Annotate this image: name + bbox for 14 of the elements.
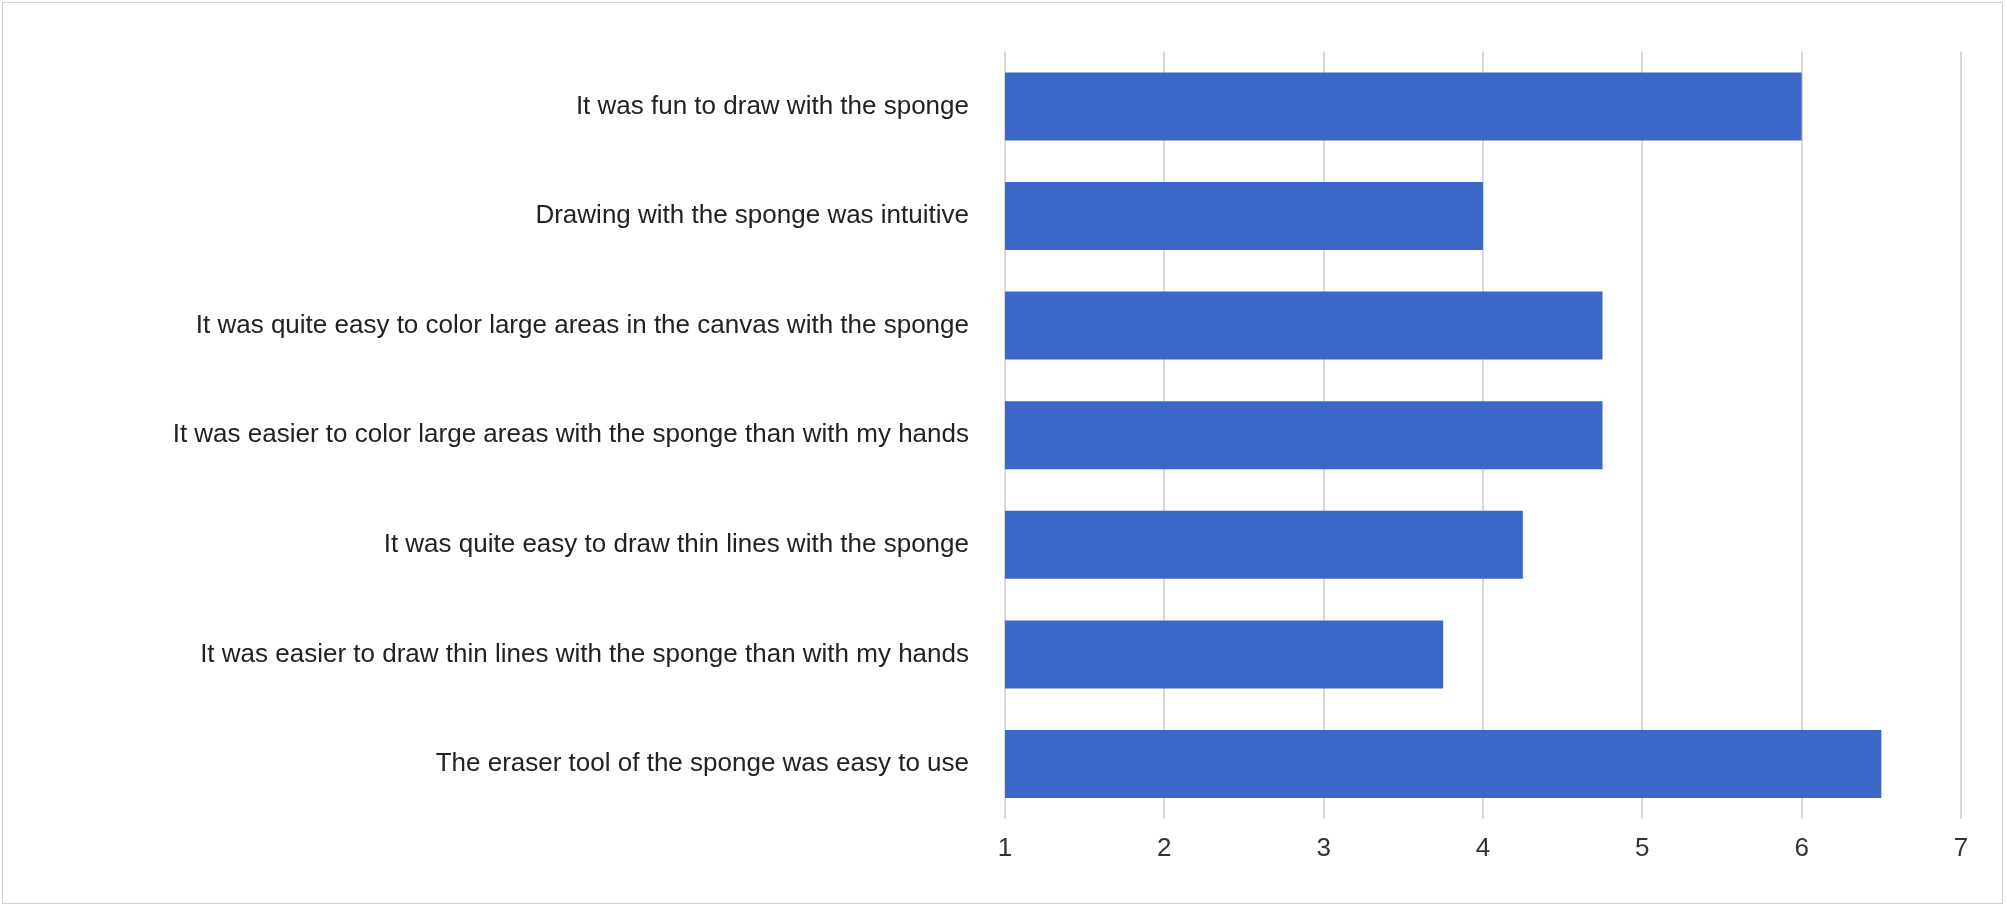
x-tick-label: 7	[1953, 831, 1969, 862]
y-tick-label: It was quite easy to color large areas in the canvas with the sponge	[195, 308, 969, 339]
x-tick-label: 5	[1635, 831, 1650, 862]
y-tick-label: It was easier to draw thin lines with the sponge than with my hands	[200, 637, 969, 668]
x-tick-label: 4	[1475, 831, 1491, 862]
y-tick-label: The eraser tool of the sponge was easy to use	[435, 747, 969, 778]
y-tick-label: It was easier to color large areas with the sponge than with my hands	[172, 418, 969, 449]
y-tick-label: It was quite easy to draw thin lines with the sponge	[383, 527, 969, 558]
x-tick-label: 2	[1157, 831, 1172, 862]
x-tick-label: 6	[1794, 831, 1809, 862]
y-tick-label: Drawing with the sponge was intuitive	[535, 199, 969, 230]
y-tick-label: It was fun to draw with the sponge	[575, 89, 969, 120]
x-tick-label: 1	[997, 831, 1013, 862]
x-tick-label: 3	[1316, 831, 1331, 862]
